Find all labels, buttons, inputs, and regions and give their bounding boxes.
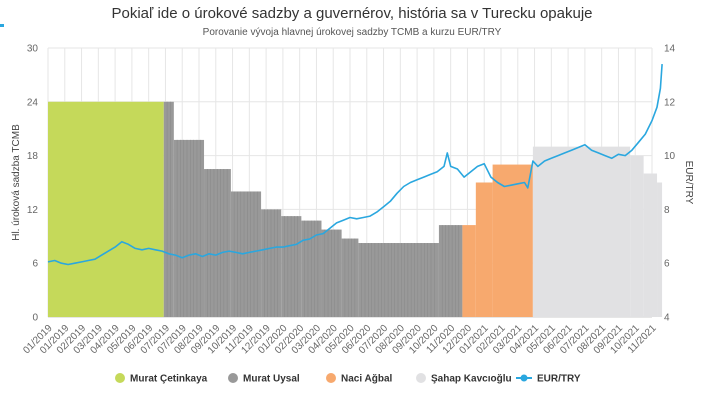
rate-step-2-1 (475, 182, 493, 317)
line-series-4 (47, 64, 663, 266)
rate-areas (48, 101, 663, 317)
legend-label-4: EUR/TRY (537, 374, 581, 385)
rate-step-2-2 (492, 164, 533, 317)
right-axis-ticks: 4 6 8 10 12 14 (664, 44, 676, 324)
legend-item-3[interactable]: Şahap Kavcıoğlu (416, 373, 512, 385)
area-series-2 (462, 164, 533, 317)
right-axis-title: EUR/TRY (683, 161, 694, 205)
rate-step-3-3 (657, 182, 663, 317)
rate-step-1-9 (358, 243, 439, 317)
rate-step-1-0 (163, 101, 174, 317)
legend-label-3: Şahap Kavcıoğlu (431, 374, 512, 385)
legend-label-2: Naci Ağbal (341, 374, 393, 385)
y-tick-label-3: 18 (27, 151, 39, 162)
area-series-0 (48, 101, 164, 317)
rate-step-2-0 (462, 225, 476, 317)
area-series-1 (163, 101, 463, 317)
legend-swatch-marker (520, 374, 528, 382)
legend-item-4[interactable]: EUR/TRY (516, 374, 581, 385)
legend-swatch (326, 373, 336, 383)
y-tick-label-2: 12 (27, 205, 39, 216)
y2-tick-label-1: 6 (664, 259, 670, 270)
rate-step-0-0 (48, 101, 164, 317)
legend-item-0[interactable]: Murat Çetinkaya (115, 373, 208, 385)
legend-item-1[interactable]: Murat Uysal (228, 373, 300, 385)
left-axis-title: Hl. úroková sadzba TCMB (11, 124, 22, 241)
y-tick-label-0: 0 (32, 313, 38, 324)
rate-step-1-10 (438, 225, 463, 317)
legend-swatch (416, 373, 426, 383)
y-tick-label-1: 6 (32, 259, 38, 270)
corner-accent-mark (0, 24, 4, 27)
x-axis-ticks: 01/201901/201902/201903/201904/201905/20… (21, 323, 659, 357)
rate-step-3-2 (643, 173, 658, 317)
legend-swatch (115, 373, 125, 383)
rate-step-1-1 (173, 139, 205, 317)
legend-item-2[interactable]: Naci Ağbal (326, 373, 393, 385)
eur-try-line (47, 64, 663, 266)
y2-tick-label-0: 4 (664, 313, 670, 324)
legend-label-1: Murat Uysal (243, 374, 300, 385)
chart-title: Pokiaľ ide o úrokové sadzby a guvernérov… (111, 5, 593, 22)
y-tick-label-4: 24 (27, 97, 39, 108)
rate-step-3-1 (630, 155, 644, 317)
y2-tick-label-5: 14 (664, 44, 676, 55)
y2-tick-label-4: 12 (664, 97, 676, 108)
y2-tick-label-3: 10 (664, 151, 676, 162)
chart-subtitle: Porovanie vývoja hlavnej úrokovej sadzby… (202, 27, 502, 38)
rate-step-1-3 (230, 191, 262, 317)
rate-step-3-0 (532, 146, 631, 317)
left-axis-ticks: 0 6 12 18 24 30 (27, 44, 39, 324)
y-tick-label-5: 30 (27, 44, 39, 55)
legend-swatch (228, 373, 238, 383)
rate-step-1-8 (341, 238, 359, 317)
y2-tick-label-2: 8 (664, 205, 670, 216)
legend-label-0: Murat Çetinkaya (130, 374, 208, 385)
legend: Murat Çetinkaya Murat Uysal Naci Ağbal Şaha… (115, 373, 581, 385)
area-series-3 (532, 146, 663, 317)
